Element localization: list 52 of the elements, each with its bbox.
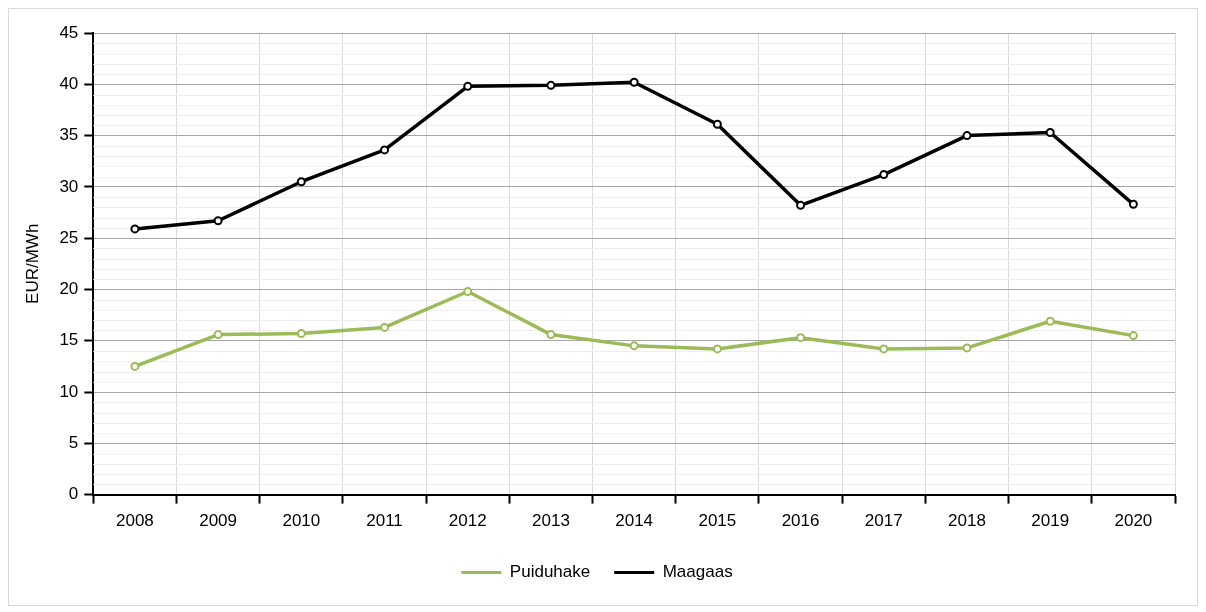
x-tick-label: 2011 [366, 511, 403, 531]
y-tick-label: 45 [59, 22, 79, 42]
x-tick-label: 2015 [698, 511, 737, 531]
x-tick-label: 2009 [199, 511, 238, 531]
point [712, 119, 722, 129]
y-tick-label: 35 [59, 125, 79, 145]
legend-label: Puiduhake [509, 562, 591, 582]
point [1045, 128, 1055, 137]
point [796, 333, 806, 343]
y-tick-label: 10 [59, 381, 79, 401]
point [463, 81, 473, 91]
point [380, 322, 390, 332]
x-tick-label: 2014 [615, 511, 654, 531]
x-tick-label: 2008 [116, 511, 154, 531]
point [296, 177, 306, 187]
x-tick-label: 2019 [1031, 511, 1070, 531]
point [629, 77, 639, 87]
x-tick-label: 2010 [282, 511, 321, 531]
y-tick-label: 15 [59, 330, 79, 350]
y-tick-label: 25 [59, 227, 79, 247]
y-axis-title: EUR/MWh [22, 223, 42, 304]
y-tick-label: 40 [59, 73, 79, 93]
y-tick-label: 30 [59, 176, 79, 196]
point [463, 287, 473, 296]
point [546, 80, 556, 90]
point [1128, 199, 1138, 209]
point [879, 170, 889, 180]
x-tick-label: 2012 [448, 511, 487, 531]
point [796, 200, 806, 210]
point [546, 330, 556, 340]
y-tick-label: 20 [59, 279, 79, 299]
point [296, 329, 306, 339]
point [962, 131, 972, 141]
legend-label: Maagaas [662, 562, 733, 582]
point [213, 330, 223, 340]
x-tick-label: 2017 [864, 511, 903, 531]
x-tick-label: 2016 [781, 511, 820, 531]
y-tick-label: 0 [68, 484, 79, 504]
point [1045, 316, 1055, 326]
x-tick-label: 2018 [948, 511, 986, 531]
point [629, 341, 639, 351]
y-tick-label: 5 [68, 433, 79, 452]
point [213, 216, 223, 226]
point [962, 343, 972, 353]
point [879, 344, 889, 354]
point [1128, 331, 1138, 341]
x-tick-label: 2020 [1114, 511, 1153, 531]
point [380, 145, 390, 155]
x-tick-label: 2013 [532, 511, 570, 531]
point [130, 361, 140, 371]
point [130, 224, 140, 234]
point [712, 344, 722, 354]
